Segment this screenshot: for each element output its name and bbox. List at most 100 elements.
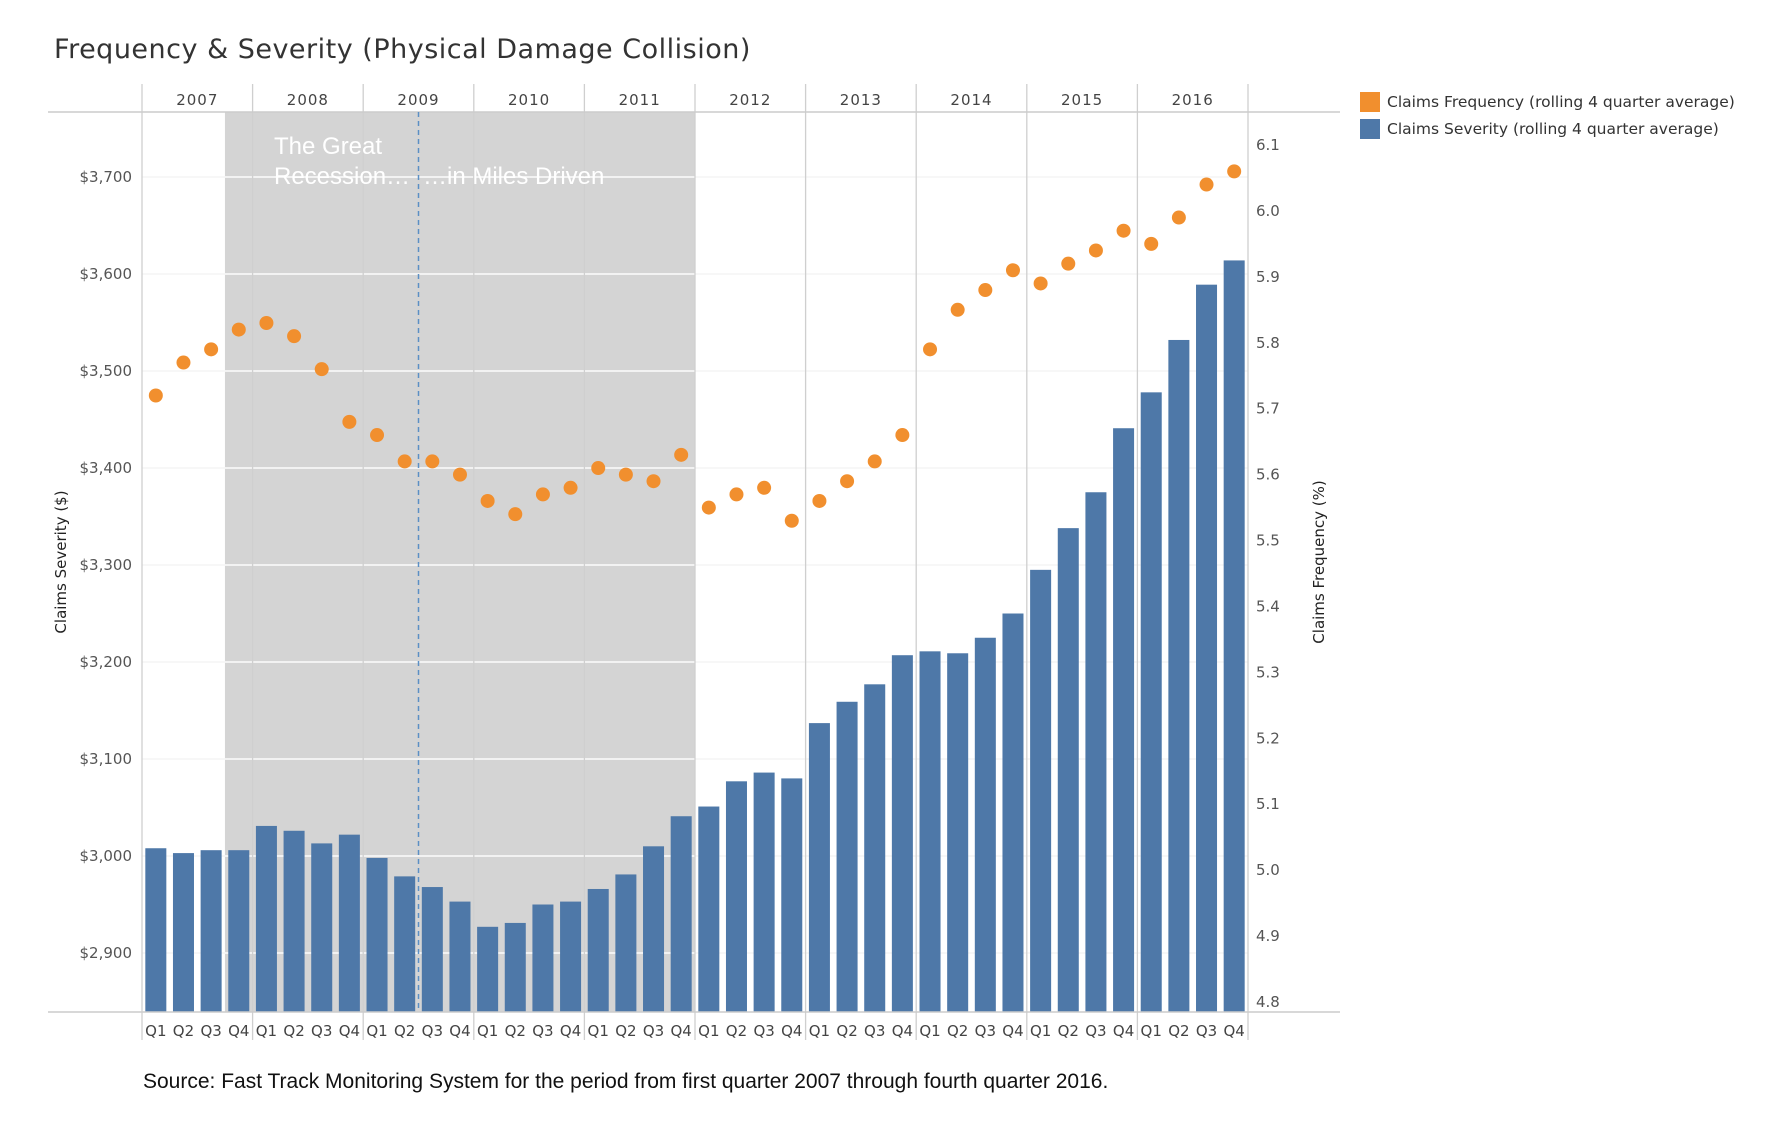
right-tick-label: 5.5 <box>1256 532 1280 550</box>
quarter-label: Q4 <box>781 1022 802 1040</box>
quarter-label: Q4 <box>449 1022 470 1040</box>
legend-item-severity[interactable]: Claims Severity (rolling 4 quarter avera… <box>1360 115 1735 142</box>
quarter-label: Q4 <box>228 1022 249 1040</box>
frequency-dot <box>259 315 274 330</box>
severity-bar <box>255 825 277 1012</box>
left-tick-label: $3,700 <box>80 168 133 186</box>
quarter-label: Q4 <box>1002 1022 1023 1040</box>
severity-bar <box>1196 284 1218 1012</box>
quarter-label: Q1 <box>698 1022 719 1040</box>
quarter-label: Q1 <box>809 1022 830 1040</box>
frequency-dot <box>950 302 965 317</box>
severity-bar <box>504 922 526 1012</box>
right-tick-label: 5.8 <box>1256 334 1280 352</box>
frequency-dot <box>176 355 191 370</box>
left-tick-label: $3,200 <box>80 653 133 671</box>
recession-label-line2: Recession… <box>274 163 410 190</box>
right-tick-label: 5.9 <box>1256 268 1280 286</box>
right-tick-label: 5.2 <box>1256 729 1280 747</box>
frequency-dot <box>923 342 938 357</box>
frequency-dot <box>231 322 246 337</box>
severity-bar <box>449 901 471 1012</box>
frequency-dot <box>563 480 578 495</box>
frequency-dot <box>1088 243 1103 258</box>
quarter-label: Q2 <box>1168 1022 1189 1040</box>
severity-bar <box>947 653 969 1012</box>
quarter-label: Q3 <box>311 1022 332 1040</box>
quarter-label: Q1 <box>919 1022 940 1040</box>
legend-label-frequency: Claims Frequency (rolling 4 quarter aver… <box>1387 92 1735 111</box>
quarter-label: Q3 <box>422 1022 443 1040</box>
severity-bar <box>615 874 637 1012</box>
frequency-dot <box>1227 164 1242 179</box>
legend-item-frequency[interactable]: Claims Frequency (rolling 4 quarter aver… <box>1360 88 1735 115</box>
chart-title: Frequency & Severity (Physical Damage Co… <box>54 34 751 65</box>
frequency-dot <box>342 414 357 429</box>
severity-bar <box>228 850 250 1012</box>
severity-bar <box>172 853 194 1012</box>
severity-bar <box>1113 428 1135 1013</box>
severity-bar <box>311 843 333 1012</box>
frequency-dot <box>591 461 606 476</box>
axis-labels: $2,900 $3,000 $3,100 $3,200 $3,300 $3,400 $3,5… <box>52 91 1328 1040</box>
frequency-dot <box>1199 177 1214 192</box>
quarter-label: Q1 <box>1030 1022 1051 1040</box>
severity-bar <box>1085 492 1107 1012</box>
frequency-dot <box>1171 210 1186 225</box>
severity-bar <box>587 888 609 1012</box>
year-label: 2014 <box>950 91 992 109</box>
quarter-label: Q1 <box>366 1022 387 1040</box>
severity-bar <box>643 846 665 1012</box>
year-dividers <box>141 84 1249 1040</box>
frequency-dots <box>148 164 1242 528</box>
severity-bar <box>145 848 167 1012</box>
frequency-dot <box>1005 263 1020 278</box>
quarter-label: Q3 <box>975 1022 996 1040</box>
severity-bar <box>1168 339 1190 1013</box>
frequency-dot <box>1033 276 1048 291</box>
quarter-label: Q2 <box>283 1022 304 1040</box>
right-tick-label: 5.1 <box>1256 795 1280 813</box>
miles-label: …in Miles Driven <box>423 163 604 190</box>
year-label: 2012 <box>729 91 771 109</box>
frequency-dot <box>840 474 855 489</box>
right-tick-label: 5.6 <box>1256 466 1280 484</box>
right-tick-label: 5.3 <box>1256 663 1280 681</box>
right-tick-label: 4.9 <box>1256 927 1280 945</box>
frequency-dot <box>812 493 827 508</box>
severity-bar <box>200 850 222 1012</box>
frequency-dot <box>148 388 163 403</box>
left-tick-label: $3,300 <box>80 556 133 574</box>
severity-bar <box>394 876 416 1012</box>
quarter-label: Q3 <box>532 1022 553 1040</box>
frequency-dot <box>1061 256 1076 271</box>
quarter-label: Q3 <box>200 1022 221 1040</box>
source-note: Source: Fast Track Monitoring System for… <box>143 1070 1109 1093</box>
quarter-label: Q4 <box>670 1022 691 1040</box>
left-tick-label: $3,500 <box>80 362 133 380</box>
quarter-label: Q3 <box>1196 1022 1217 1040</box>
axes <box>48 111 1340 1013</box>
quarter-label: Q2 <box>1058 1022 1079 1040</box>
frequency-dot <box>480 493 495 508</box>
legend: Claims Frequency (rolling 4 quarter aver… <box>1360 88 1735 142</box>
frequency-dot <box>1116 223 1131 238</box>
severity-bar <box>891 655 913 1012</box>
right-tick-label: 5.4 <box>1256 597 1280 615</box>
frequency-dot <box>508 507 523 522</box>
frequency-dot <box>287 329 302 344</box>
quarter-label: Q1 <box>477 1022 498 1040</box>
quarter-label: Q2 <box>615 1022 636 1040</box>
severity-bar <box>836 701 858 1012</box>
year-label: 2016 <box>1172 91 1214 109</box>
left-tick-label: $3,400 <box>80 459 133 477</box>
frequency-dot <box>867 454 882 469</box>
frequency-dot <box>729 487 744 502</box>
severity-bar <box>808 723 830 1012</box>
left-axis-title: Claims Severity ($) <box>52 490 70 633</box>
frequency-dot <box>425 454 440 469</box>
legend-label-severity: Claims Severity (rolling 4 quarter avera… <box>1387 119 1719 138</box>
quarter-label: Q3 <box>753 1022 774 1040</box>
frequency-dot <box>452 467 467 482</box>
quarter-label: Q4 <box>1223 1022 1244 1040</box>
